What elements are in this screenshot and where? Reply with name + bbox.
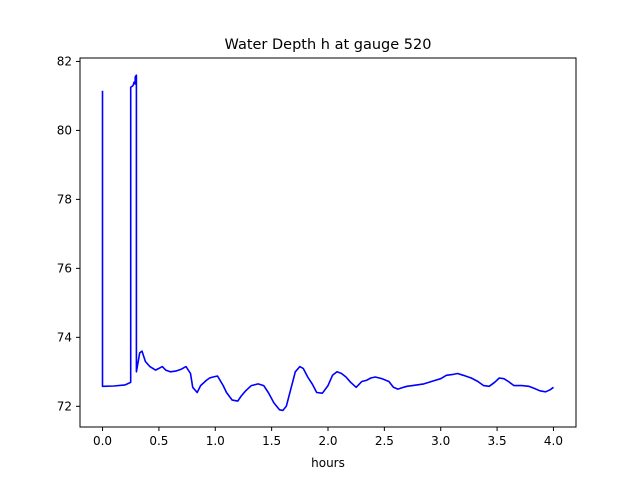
y-tick-label: 74 <box>57 330 72 344</box>
chart-title: Water Depth h at gauge 520 <box>225 37 432 53</box>
x-tick-label: 4.0 <box>544 434 563 448</box>
x-tick-label: 1.0 <box>206 434 225 448</box>
x-tick-label: 2.5 <box>375 434 394 448</box>
y-tick-label: 78 <box>57 192 72 206</box>
x-axis: 0.0 0.5 1.0 1.5 2.0 2.5 3.0 3.5 4.0 <box>93 427 563 448</box>
y-axis: 72 74 76 78 80 82 <box>57 54 80 413</box>
x-tick-label: 1.5 <box>262 434 281 448</box>
x-tick-label: 0.0 <box>93 434 112 448</box>
x-tick-label: 2.0 <box>318 434 337 448</box>
y-tick-label: 80 <box>57 123 72 137</box>
x-tick-label: 3.0 <box>431 434 450 448</box>
y-tick-label: 72 <box>57 399 72 413</box>
x-tick-label: 0.5 <box>149 434 168 448</box>
x-tick-label: 3.5 <box>488 434 507 448</box>
x-axis-label: hours <box>311 456 345 470</box>
plot-area <box>101 74 554 412</box>
series-line <box>101 74 554 412</box>
y-tick-label: 76 <box>57 261 72 275</box>
y-tick-label: 82 <box>57 54 72 68</box>
